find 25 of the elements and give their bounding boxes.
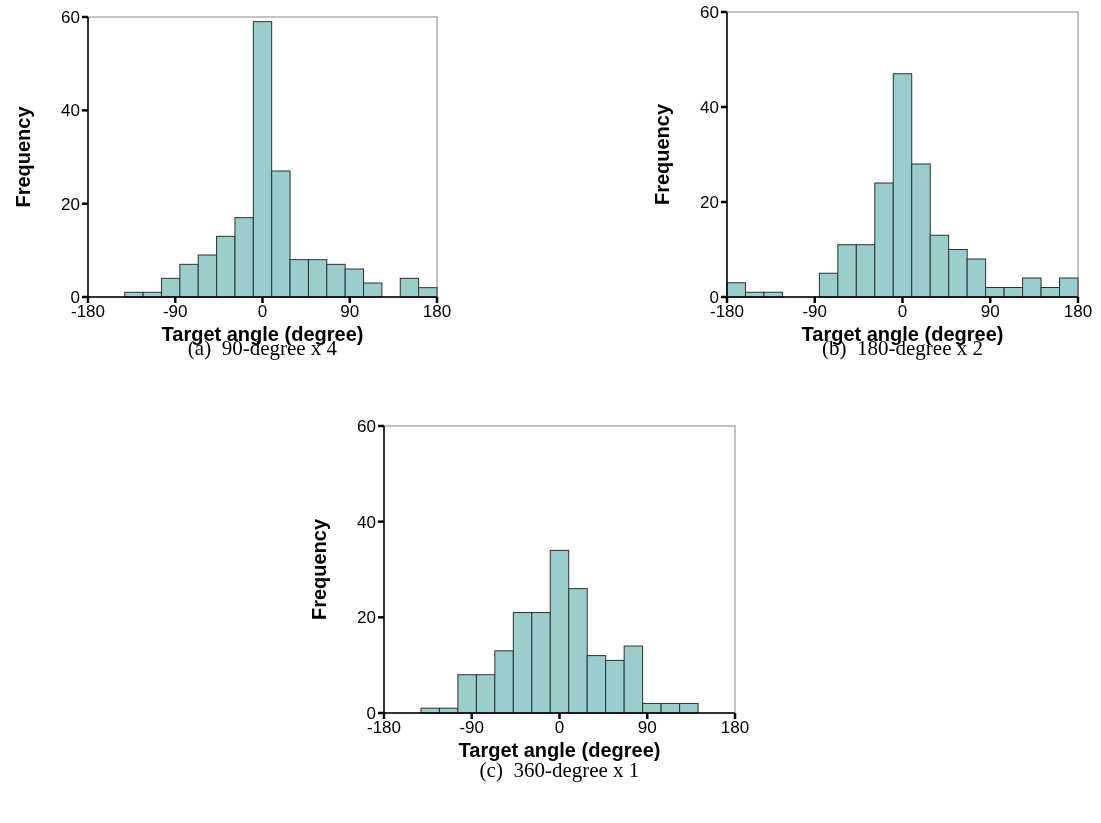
x-tick-label: -90 xyxy=(162,302,188,321)
x-tick-label: -90 xyxy=(802,302,828,321)
x-axis-title: Target angle (degree) xyxy=(458,739,661,761)
y-tick-label: 60 xyxy=(357,416,376,436)
y-axis-title: Frequency xyxy=(651,103,673,206)
y-axis-title: Frequency xyxy=(12,105,34,208)
y-tick-label: 40 xyxy=(357,512,376,532)
y-tick-label: 20 xyxy=(357,608,376,628)
x-tick-label: 0 xyxy=(554,718,565,737)
y-tick-label: 60 xyxy=(700,2,719,22)
y-tick-label: 20 xyxy=(61,194,80,214)
x-tick-label: 90 xyxy=(980,302,1000,321)
y-tick-label: 60 xyxy=(61,7,80,27)
y-axis-title: Frequency xyxy=(308,518,330,621)
y-tick-label: 40 xyxy=(700,97,719,117)
x-tick-label: -90 xyxy=(459,718,485,737)
x-tick-label: 0 xyxy=(897,302,908,321)
x-tick-label: 180 xyxy=(720,718,750,737)
y-tick-label: 20 xyxy=(700,192,719,212)
x-tick-label: 180 xyxy=(422,302,452,321)
x-tick-label: 0 xyxy=(257,302,268,321)
y-tick-label: 40 xyxy=(61,101,80,121)
x-tick-label: 180 xyxy=(1063,302,1093,321)
x-tick-label: 90 xyxy=(340,302,360,321)
x-tick-label: 90 xyxy=(637,718,657,737)
